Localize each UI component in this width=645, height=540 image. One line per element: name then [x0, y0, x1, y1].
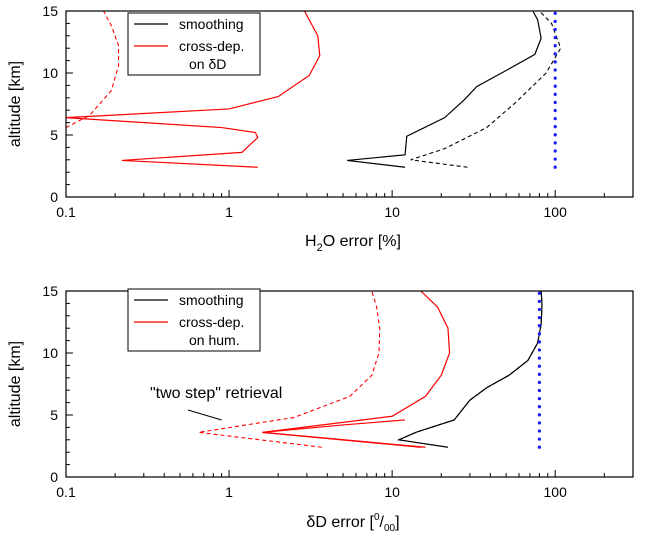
dD-axes-frame — [65, 290, 634, 478]
dD-x-tick-label: 100 — [544, 484, 568, 500]
h2o-x-tick-label: 100 — [544, 204, 568, 220]
h2o-legend-label-crossdep-line2: on δD — [189, 56, 226, 72]
h2o-axes-frame — [65, 10, 634, 198]
dD-x-tick-label: 0.1 — [56, 484, 76, 500]
dD-x-tick-label: 1 — [225, 484, 233, 500]
dD-legend: smoothing cross-dep. on hum. — [127, 288, 261, 352]
h2o-legend-frame — [127, 12, 261, 76]
dD-y-axis-label: altitude [km] — [7, 341, 24, 427]
dD-series-smoothing-dashed — [398, 290, 543, 441]
dD-legend-label-smoothing: smoothing — [179, 292, 244, 308]
dD-series-group — [198, 289, 543, 449]
dD-annotation-text: "two step" retrieval — [150, 385, 282, 402]
dD-legend-label-crossdep: cross-dep. — [179, 314, 244, 330]
dD-series-cross-dep-on-hum-solid-lower — [262, 419, 421, 448]
panel-dD: 0.1 1 10 100 0 5 10 15 altitude [km] δD error [… — [7, 283, 634, 534]
h2o-y-tick-label: 15 — [42, 3, 58, 19]
h2o-x-tick-label: 10 — [384, 204, 400, 220]
h2o-legend: smoothing cross-dep. on δD — [127, 12, 261, 76]
dD-y-tick-label: 0 — [50, 469, 58, 485]
h2o-x-tick-label: 0.1 — [56, 204, 76, 220]
dD-y-tick-label: 15 — [42, 283, 58, 299]
h2o-series-smoothing-dashed — [410, 10, 562, 168]
dD-legend-frame — [127, 288, 261, 352]
dD-series-cross-dep-on-hum — [262, 290, 451, 448]
h2o-series-cross-dep-on-d-dashed — [65, 10, 120, 129]
h2o-legend-label-crossdep: cross-dep. — [179, 38, 244, 54]
dD-legend-label-crossdep-line2: on hum. — [189, 332, 240, 348]
dD-series-smoothing — [396, 290, 543, 448]
h2o-ticks: 0.1 1 10 100 0 5 10 15 — [42, 3, 634, 220]
dD-x-axis-label: δD error [0/00] — [306, 512, 399, 534]
h2o-legend-label-smoothing: smoothing — [179, 16, 244, 32]
h2o-x-axis-label: H2O error [%] — [305, 233, 401, 254]
dD-series-cross-dep-on-hum-dashed — [198, 290, 381, 448]
h2o-y-tick-label: 0 — [50, 189, 58, 205]
h2o-y-axis-label: altitude [km] — [7, 61, 24, 147]
dD-annotation-pointer — [187, 409, 222, 421]
h2o-y-tick-label: 5 — [50, 127, 58, 143]
dD-y-tick-label: 5 — [50, 407, 58, 423]
dD-ticks: 0.1 1 10 100 0 5 10 15 — [42, 283, 634, 500]
dD-y-tick-label: 10 — [42, 345, 58, 361]
h2o-series-smoothing — [347, 10, 542, 168]
dD-x-tick-label: 10 — [384, 484, 400, 500]
h2o-x-tick-label: 1 — [225, 204, 233, 220]
panel-h2o: 0.1 1 10 100 0 5 10 15 altitude [km] H2O error … — [7, 3, 634, 254]
h2o-y-tick-label: 10 — [42, 65, 58, 81]
